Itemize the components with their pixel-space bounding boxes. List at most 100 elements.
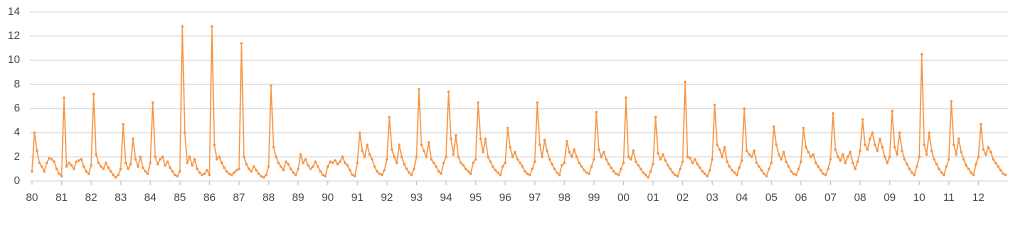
point: [920, 52, 924, 56]
point: [863, 143, 867, 147]
point: [947, 157, 951, 161]
point: [427, 141, 431, 144]
point: [43, 170, 46, 173]
point: [99, 165, 103, 168]
point: [503, 161, 507, 165]
point: [772, 125, 776, 128]
x-tick-label: 90: [322, 192, 334, 204]
point: [600, 155, 603, 159]
point: [131, 137, 135, 141]
point: [930, 149, 933, 153]
x-tick-label: 12: [972, 192, 984, 204]
point: [341, 155, 344, 159]
point: [185, 161, 189, 165]
point: [462, 164, 465, 167]
point: [558, 173, 561, 177]
point: [686, 155, 689, 159]
point: [479, 137, 482, 141]
point: [526, 172, 529, 176]
point: [811, 153, 815, 156]
point: [112, 173, 115, 177]
point: [383, 168, 386, 172]
point: [360, 149, 364, 153]
x-tick-label: 05: [765, 192, 777, 204]
point: [240, 42, 243, 45]
point: [903, 157, 906, 161]
x-tick-label: 86: [203, 192, 215, 204]
point: [306, 164, 310, 167]
point: [400, 155, 403, 159]
point: [237, 167, 241, 171]
point: [439, 172, 443, 176]
x-tick-label: 96: [499, 192, 511, 204]
point: [87, 172, 90, 176]
point: [585, 171, 588, 174]
point: [841, 153, 845, 156]
x-tick-label: 80: [26, 192, 38, 204]
point: [380, 173, 384, 177]
point: [913, 173, 916, 177]
point: [826, 167, 830, 171]
point: [67, 161, 71, 165]
point: [853, 167, 857, 171]
point: [454, 133, 458, 137]
point: [230, 173, 233, 177]
point: [881, 145, 884, 149]
point: [323, 174, 327, 178]
y-tick-label: 12: [8, 30, 20, 42]
x-tick-label: 09: [884, 192, 896, 204]
point: [720, 155, 724, 159]
x-tick-label: 97: [529, 192, 541, 204]
point: [614, 172, 618, 176]
point: [733, 171, 736, 174]
point: [449, 137, 453, 141]
point: [459, 161, 463, 165]
point: [176, 174, 179, 178]
point: [35, 149, 39, 153]
point: [538, 143, 542, 147]
point: [309, 167, 312, 171]
point: [215, 157, 219, 161]
point: [597, 148, 601, 151]
point: [84, 170, 88, 173]
point: [661, 153, 665, 156]
point: [457, 155, 460, 159]
point: [45, 161, 49, 165]
point: [910, 171, 914, 174]
point: [624, 96, 628, 100]
point: [595, 110, 598, 114]
point: [550, 162, 554, 166]
x-tick-label: 95: [470, 192, 482, 204]
point: [799, 160, 803, 163]
point: [420, 143, 423, 147]
point: [846, 155, 850, 159]
point: [531, 167, 534, 171]
x-tick-label: 11: [943, 192, 954, 204]
point: [669, 167, 672, 171]
x-tick-label: 98: [558, 192, 570, 204]
point: [267, 165, 270, 168]
point: [945, 165, 948, 168]
point: [878, 137, 882, 141]
point: [698, 166, 702, 170]
point: [287, 162, 290, 166]
point: [673, 173, 677, 177]
point: [676, 174, 680, 178]
point: [814, 161, 818, 165]
point: [299, 153, 302, 156]
point: [72, 167, 76, 171]
point: [82, 165, 86, 168]
point: [425, 155, 428, 159]
y-tick-label: 0: [14, 175, 20, 187]
point: [494, 168, 497, 172]
point: [513, 150, 517, 154]
point: [200, 173, 204, 177]
point: [839, 159, 842, 162]
point: [577, 161, 581, 165]
point: [52, 160, 56, 163]
point: [844, 161, 847, 165]
point: [543, 138, 546, 142]
point: [333, 159, 337, 162]
point: [166, 160, 169, 163]
point: [161, 155, 164, 159]
